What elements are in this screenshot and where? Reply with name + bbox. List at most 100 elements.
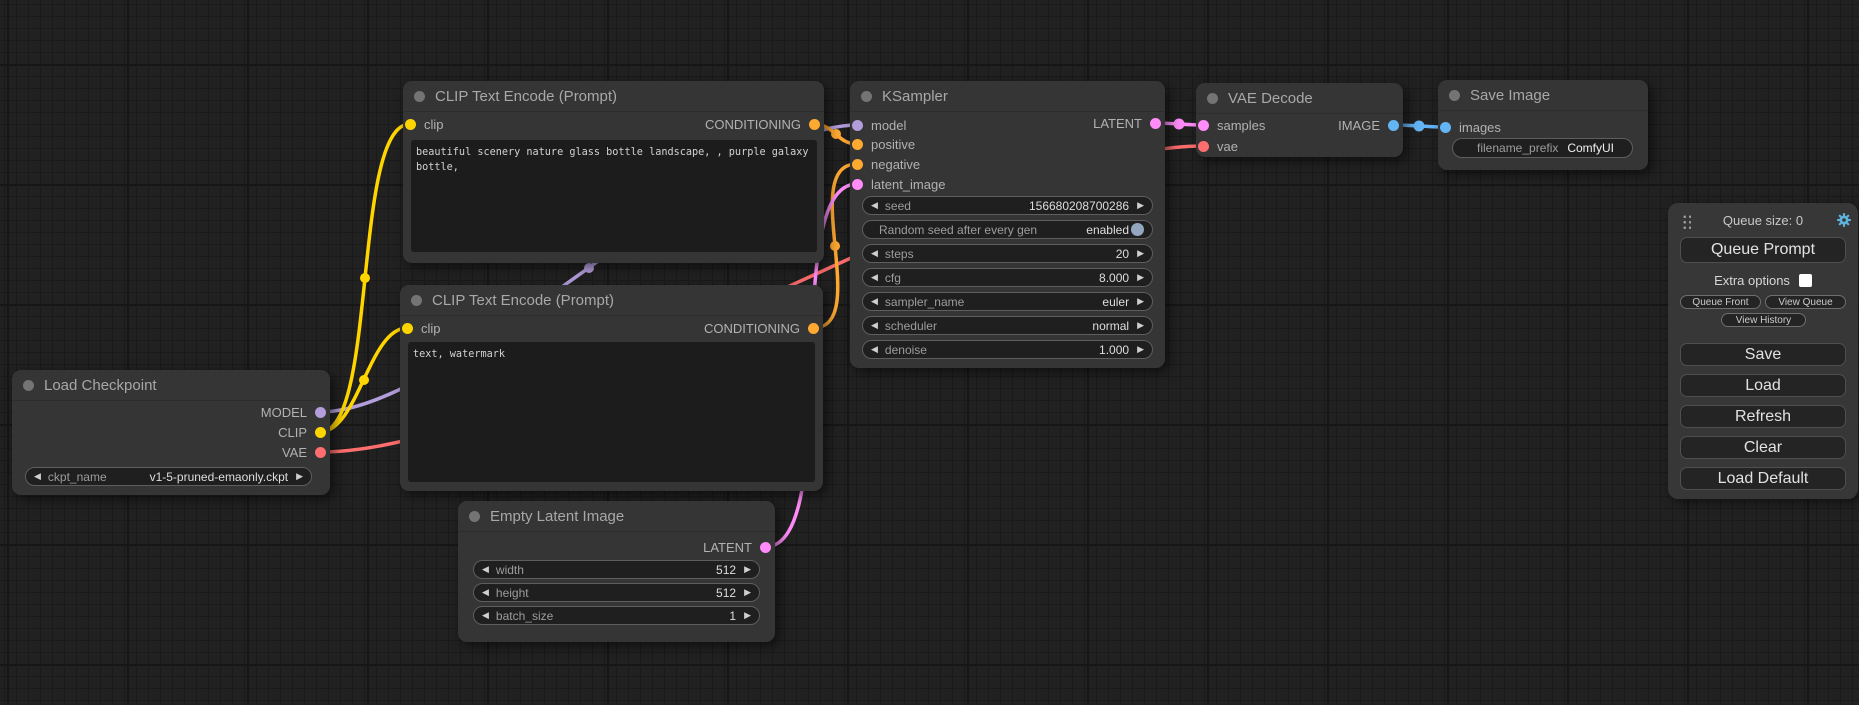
batch-size-widget[interactable]: ◀ batch_size 1 ▶	[473, 606, 760, 625]
increment-arrow-icon[interactable]: ▶	[1137, 272, 1144, 282]
slot-dot-clip[interactable]	[405, 118, 416, 130]
node-vae-decode[interactable]: VAE Decode samples vae IMAGE	[1196, 83, 1403, 157]
increment-arrow-icon[interactable]: ▶	[744, 610, 751, 620]
slot-dot-conditioning[interactable]	[808, 322, 819, 334]
node-save-image[interactable]: Save Image images filename_prefix ComfyU…	[1438, 80, 1648, 170]
output-slot-vae[interactable]: VAE	[282, 442, 326, 462]
node-header[interactable]: CLIP Text Encode (Prompt)	[400, 285, 823, 316]
sampler-name-widget[interactable]: ◀ sampler_name euler ▶	[862, 292, 1153, 311]
output-slot-model[interactable]: MODEL	[261, 402, 326, 422]
height-widget[interactable]: ◀ height 512 ▶	[473, 583, 760, 602]
increment-arrow-icon[interactable]: ▶	[1137, 200, 1144, 210]
collapse-dot-icon[interactable]	[1449, 89, 1460, 101]
node-header[interactable]: CLIP Text Encode (Prompt)	[403, 81, 824, 112]
prompt-textarea[interactable]: beautiful scenery nature glass bottle la…	[411, 140, 817, 252]
node-header[interactable]: Empty Latent Image	[458, 501, 775, 532]
slot-dot-clip[interactable]	[315, 426, 326, 438]
input-slot-images[interactable]: images	[1440, 117, 1501, 137]
node-load-checkpoint[interactable]: Load Checkpoint MODEL CLIP VAE ◀ ckpt_na…	[12, 370, 330, 495]
filename-prefix-widget[interactable]: filename_prefix ComfyUI	[1452, 138, 1633, 158]
input-slot-samples[interactable]: samples	[1198, 115, 1265, 135]
slot-dot-latent[interactable]	[1150, 117, 1161, 129]
decrement-arrow-icon[interactable]: ◀	[871, 248, 878, 258]
output-slot-image[interactable]: IMAGE	[1338, 115, 1399, 135]
queue-front-button[interactable]: Queue Front	[1680, 295, 1761, 309]
output-slot-latent[interactable]: LATENT	[703, 537, 771, 557]
collapse-dot-icon[interactable]	[469, 510, 480, 522]
slot-dot-latent[interactable]	[1198, 119, 1209, 131]
input-slot-clip[interactable]: clip	[405, 114, 444, 134]
decrement-arrow-icon[interactable]: ◀	[482, 564, 489, 574]
input-slot-clip[interactable]: clip	[402, 318, 441, 338]
increment-arrow-icon[interactable]: ▶	[1137, 248, 1144, 258]
clear-button[interactable]: Clear	[1680, 436, 1846, 459]
increment-arrow-icon[interactable]: ▶	[1137, 320, 1144, 330]
queue-panel[interactable]: Queue size: 0 Queue Prompt Extra opt	[1668, 203, 1858, 499]
load-default-button[interactable]: Load Default	[1680, 467, 1846, 490]
view-history-button[interactable]: View History	[1721, 313, 1806, 327]
refresh-button[interactable]: Refresh	[1680, 405, 1846, 428]
collapse-dot-icon[interactable]	[23, 379, 34, 391]
output-slot-clip[interactable]: CLIP	[278, 422, 326, 442]
queue-prompt-button[interactable]: Queue Prompt	[1680, 237, 1846, 263]
ckpt-name-widget[interactable]: ◀ ckpt_name v1-5-pruned-emaonly.ckpt ▶	[25, 467, 312, 486]
slot-dot-conditioning[interactable]	[809, 118, 820, 130]
slot-dot-vae[interactable]	[315, 446, 326, 458]
node-empty-latent-image[interactable]: Empty Latent Image LATENT ◀ width 512 ▶ …	[458, 501, 775, 642]
cfg-widget[interactable]: ◀ cfg 8.000 ▶	[862, 268, 1153, 287]
node-header[interactable]: VAE Decode	[1196, 83, 1403, 114]
denoise-widget[interactable]: ◀ denoise 1.000 ▶	[862, 340, 1153, 359]
decrement-arrow-icon[interactable]: ◀	[482, 587, 489, 597]
node-header[interactable]: Save Image	[1438, 80, 1648, 111]
node-ksampler[interactable]: KSampler model positive negative latent_…	[850, 81, 1165, 368]
slot-dot-model[interactable]	[315, 406, 326, 418]
slot-dot-model[interactable]	[852, 119, 863, 131]
input-slot-model[interactable]: model	[852, 115, 906, 135]
input-slot-positive[interactable]: positive	[852, 134, 915, 154]
settings-gear-icon[interactable]	[1836, 212, 1852, 228]
output-slot-conditioning[interactable]: CONDITIONING	[705, 114, 820, 134]
load-button[interactable]: Load	[1680, 374, 1846, 397]
slot-dot-vae[interactable]	[1198, 140, 1209, 152]
increment-arrow-icon[interactable]: ▶	[744, 564, 751, 574]
increment-arrow-icon[interactable]: ▶	[296, 471, 303, 481]
increment-arrow-icon[interactable]: ▶	[1137, 296, 1144, 306]
node-header[interactable]: KSampler	[850, 81, 1165, 112]
random-seed-toggle-widget[interactable]: Random seed after every gen enabled	[862, 220, 1153, 239]
scheduler-widget[interactable]: ◀ scheduler normal ▶	[862, 316, 1153, 335]
decrement-arrow-icon[interactable]: ◀	[482, 610, 489, 620]
decrement-arrow-icon[interactable]: ◀	[871, 200, 878, 210]
width-widget[interactable]: ◀ width 512 ▶	[473, 560, 760, 579]
decrement-arrow-icon[interactable]: ◀	[871, 344, 878, 354]
collapse-dot-icon[interactable]	[861, 90, 872, 102]
prompt-textarea[interactable]: text, watermark	[408, 342, 815, 482]
decrement-arrow-icon[interactable]: ◀	[871, 272, 878, 282]
slot-dot-conditioning[interactable]	[852, 158, 863, 170]
drag-handle-icon[interactable]	[1682, 214, 1691, 229]
slot-dot-latent[interactable]	[760, 541, 771, 553]
collapse-dot-icon[interactable]	[1207, 92, 1218, 104]
collapse-dot-icon[interactable]	[411, 294, 422, 306]
input-slot-vae[interactable]: vae	[1198, 136, 1238, 156]
seed-widget[interactable]: ◀ seed 156680208700286 ▶	[862, 196, 1153, 215]
collapse-dot-icon[interactable]	[414, 90, 425, 102]
decrement-arrow-icon[interactable]: ◀	[871, 296, 878, 306]
output-slot-conditioning[interactable]: CONDITIONING	[704, 318, 819, 338]
slot-dot-image[interactable]	[1388, 119, 1399, 131]
node-header[interactable]: Load Checkpoint	[12, 370, 330, 401]
input-slot-negative[interactable]: negative	[852, 154, 920, 174]
node-clip-text-encode-negative[interactable]: CLIP Text Encode (Prompt) clip CONDITION…	[400, 285, 823, 491]
slot-dot-image[interactable]	[1440, 121, 1451, 133]
save-button[interactable]: Save	[1680, 343, 1846, 366]
decrement-arrow-icon[interactable]: ◀	[871, 320, 878, 330]
decrement-arrow-icon[interactable]: ◀	[34, 471, 41, 481]
node-clip-text-encode-positive[interactable]: CLIP Text Encode (Prompt) clip CONDITION…	[403, 81, 824, 263]
output-slot-latent[interactable]: LATENT	[1093, 113, 1161, 133]
view-queue-button[interactable]: View Queue	[1765, 295, 1846, 309]
input-slot-latent-image[interactable]: latent_image	[852, 174, 945, 194]
slot-dot-clip[interactable]	[402, 322, 413, 334]
steps-widget[interactable]: ◀ steps 20 ▶	[862, 244, 1153, 263]
extra-options-checkbox[interactable]	[1798, 273, 1812, 287]
increment-arrow-icon[interactable]: ▶	[744, 587, 751, 597]
slot-dot-latent[interactable]	[852, 178, 863, 190]
